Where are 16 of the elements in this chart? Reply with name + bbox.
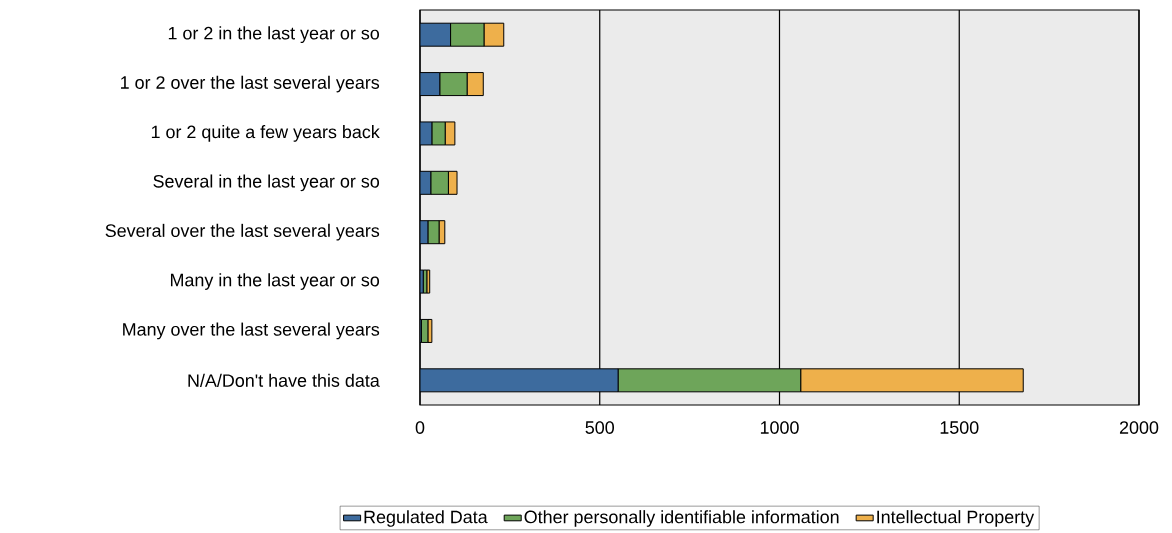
y-tick-label: Several over the last several years bbox=[105, 223, 380, 241]
legend-label: Regulated Data bbox=[364, 510, 488, 527]
y-tick-label: N/A/Don't have this data bbox=[188, 373, 380, 387]
x-tick-label: 500 bbox=[585, 421, 615, 434]
y-tick-label: 1 or 2 over the last several years bbox=[121, 75, 380, 93]
x-tick-label: 1500 bbox=[940, 421, 979, 434]
legend-label: Intellectual Property bbox=[877, 510, 1035, 527]
x-tick-label: 0 bbox=[415, 421, 425, 434]
y-tick-label: 1 or 2 in the last year or so bbox=[168, 26, 380, 44]
x-tick-label: 2000 bbox=[1119, 421, 1159, 434]
y-tick-label: Many over the last several years bbox=[123, 322, 380, 340]
legend-label: Other personally identifiable information bbox=[524, 510, 839, 527]
x-tick-label: 1000 bbox=[760, 421, 799, 434]
y-tick-label: Several in the last year or so bbox=[153, 174, 380, 192]
y-tick-label: 1 or 2 quite a few years back bbox=[151, 125, 380, 142]
y-tick-label: Many in the last year or so bbox=[170, 273, 380, 290]
